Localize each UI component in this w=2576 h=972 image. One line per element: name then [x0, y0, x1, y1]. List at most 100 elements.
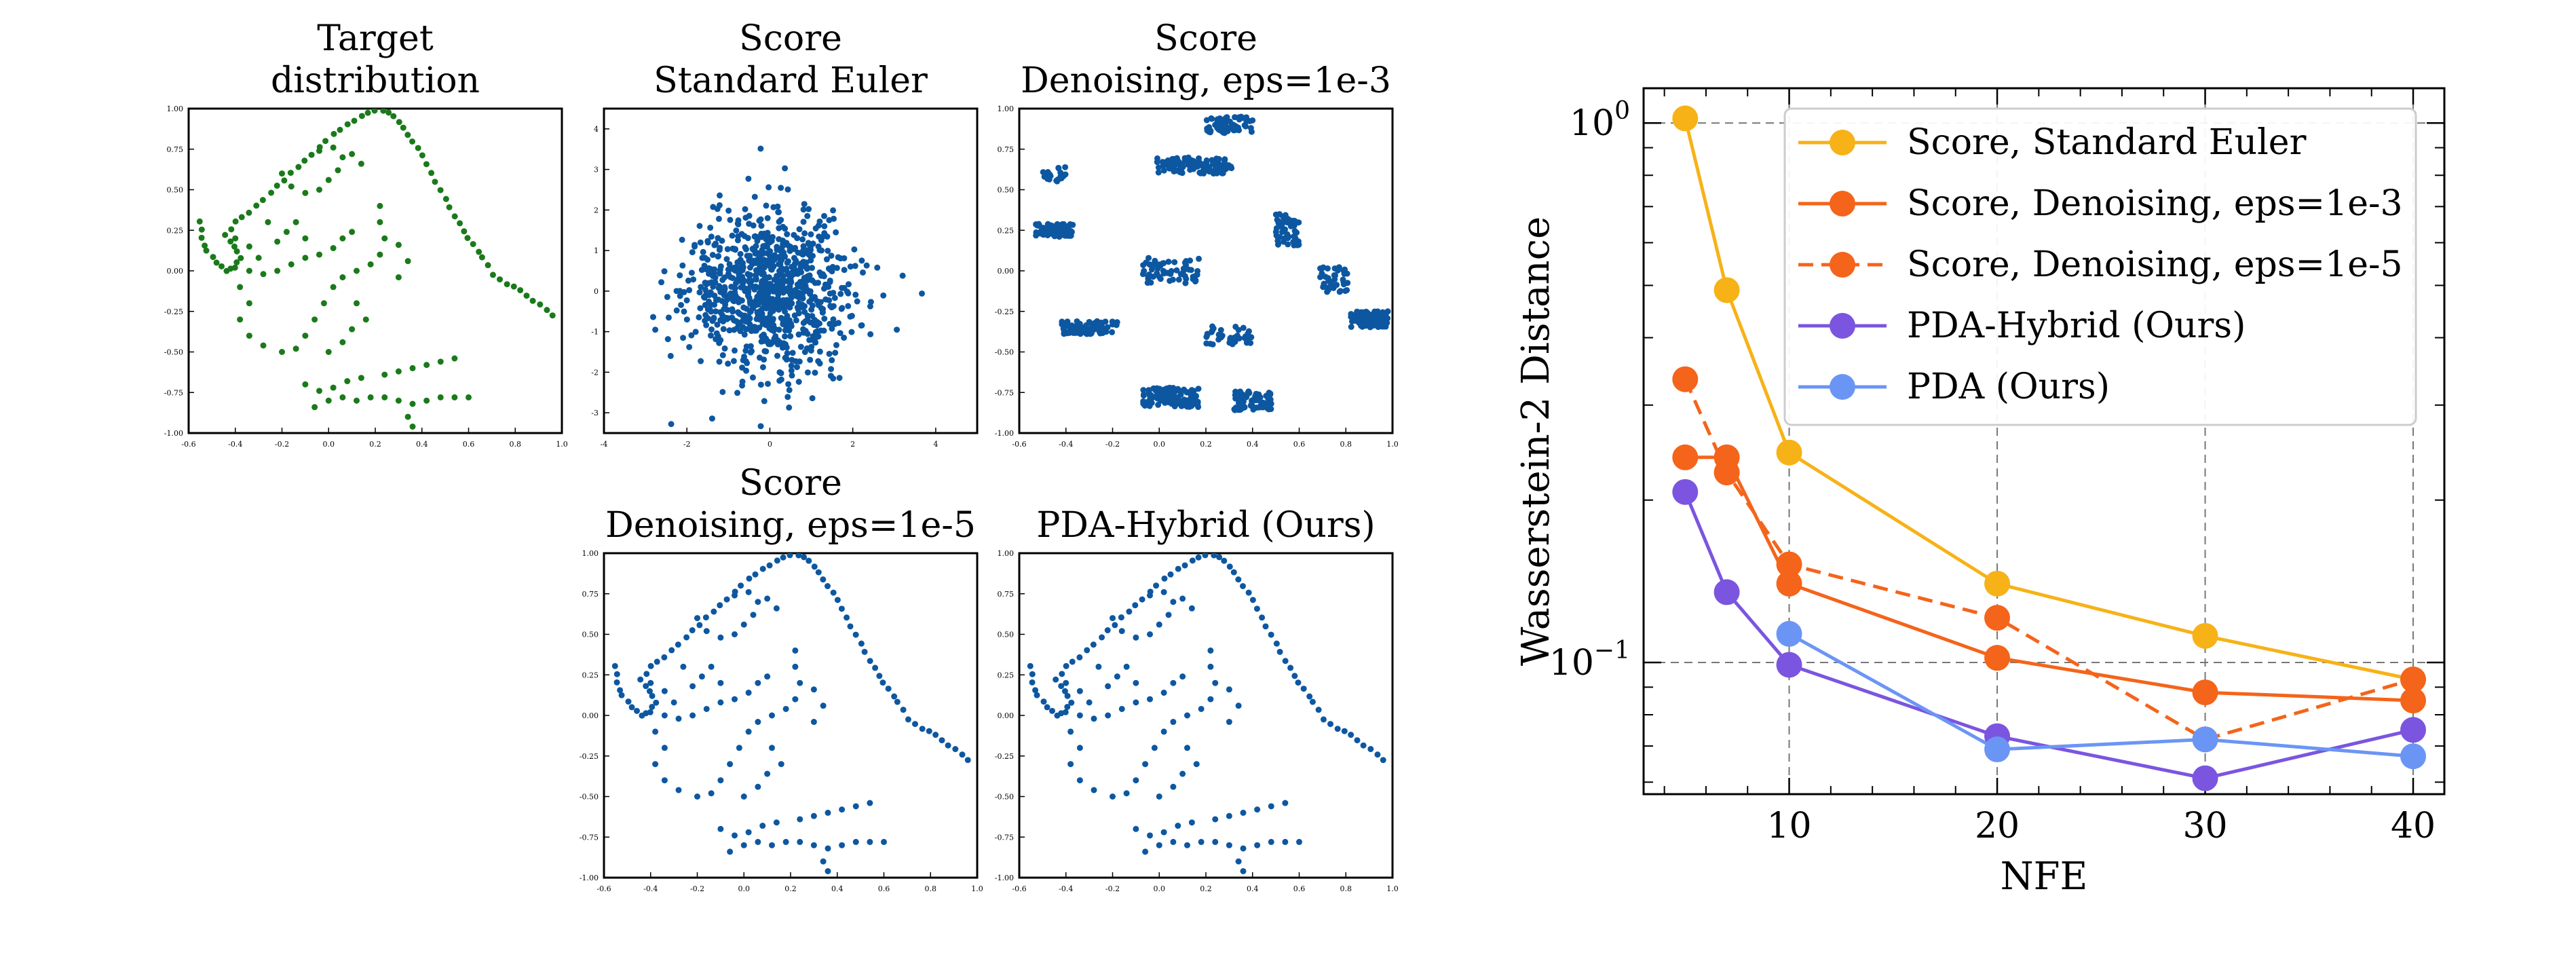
scatter-point [1218, 128, 1225, 134]
scatter-point [809, 277, 816, 284]
scatter-point [1188, 267, 1194, 274]
scatter-points [1027, 553, 1386, 874]
scatter-point [876, 673, 883, 679]
scatter-point [758, 230, 765, 237]
scatter-point [776, 236, 782, 242]
data-point [2192, 622, 2218, 649]
scatter-point [919, 726, 926, 732]
scatter-point [801, 349, 808, 356]
scatter-point [720, 326, 727, 333]
scatter-point [1363, 314, 1369, 320]
scatter-point [1342, 266, 1348, 273]
scatter-point [1076, 654, 1083, 660]
scatter-point [1230, 569, 1237, 576]
scatter-point [879, 679, 886, 686]
scatter-point [218, 263, 225, 269]
scatter-point [260, 342, 267, 349]
scatter-point [757, 257, 763, 263]
scatter-point [613, 679, 620, 686]
scatter-point [1157, 276, 1164, 282]
scatter-point [797, 679, 803, 686]
y-tick-label: 1.00 [167, 105, 184, 113]
scatter-point [765, 257, 772, 263]
scatter-point [769, 745, 775, 751]
scatter-point [464, 235, 471, 242]
scatter-point [801, 230, 808, 237]
scatter-point [451, 394, 458, 400]
scatter-point [1133, 679, 1139, 686]
scatter-point [283, 229, 290, 236]
scatter-point [1169, 157, 1175, 164]
scatter-point [497, 276, 504, 283]
scatter-point [466, 394, 472, 400]
scatter-point [680, 335, 687, 341]
scatter-point [764, 595, 771, 602]
scatter-point [664, 293, 670, 300]
scatter-point [717, 699, 724, 706]
scatter-point [1054, 221, 1061, 227]
y-tick-label: -1.00 [995, 429, 1014, 438]
scatter-point [1194, 272, 1200, 278]
scatter-point [732, 592, 738, 599]
scatter-point [844, 614, 850, 621]
scatter-point [1321, 280, 1327, 287]
scatter-point [778, 217, 784, 223]
y-tick-label: -0.50 [164, 348, 183, 357]
scatter-point [1150, 274, 1156, 280]
scatter-point [845, 290, 852, 297]
scatter-point [795, 294, 802, 301]
scatter-point [1061, 688, 1068, 694]
scatter-point [793, 358, 799, 364]
scatter-point [759, 565, 766, 572]
scatter-point [739, 378, 746, 385]
legend-label: Score, Standard Euler [1907, 122, 2307, 163]
scatter-point [1160, 167, 1167, 174]
scatter-point [807, 319, 814, 326]
scatter-point [1176, 400, 1183, 407]
scatter-point [1207, 128, 1214, 134]
scatter-point [1061, 232, 1067, 239]
scatter-point [759, 305, 766, 312]
scatter-point [746, 221, 753, 227]
legend-item: PDA (Ours) [1798, 367, 2110, 407]
scatter-point [696, 289, 703, 296]
scatter-point [1240, 845, 1247, 852]
scatter-point [1360, 742, 1367, 749]
scatter-point [222, 231, 229, 238]
scatter-point [912, 721, 919, 728]
scatter-point [1184, 745, 1190, 751]
scatter-point [745, 829, 752, 836]
x-tick-label: 10 [1766, 806, 1811, 846]
scatter-point [797, 838, 803, 845]
data-point [1984, 645, 2011, 671]
scatter-point [1064, 703, 1071, 710]
scatter-point [1046, 171, 1053, 178]
scatter-point [729, 275, 736, 282]
scatter-point [246, 243, 252, 250]
scatter-point [1324, 265, 1331, 272]
scatter-point [381, 371, 388, 378]
scatter-point [203, 247, 210, 254]
scatter-point [1058, 683, 1065, 690]
scatter-point [810, 812, 817, 819]
scatter-point [746, 277, 753, 284]
x-tick-label: 0.6 [1293, 440, 1306, 449]
scatter-point [1123, 663, 1130, 670]
scatter-point [791, 261, 798, 267]
scatter-point [825, 247, 831, 254]
scatter-point [1374, 751, 1381, 758]
scatter-point [801, 201, 808, 208]
scatter-point [409, 138, 415, 145]
scatter-point [288, 261, 295, 267]
scatter-point [746, 253, 753, 259]
panel-title: Standard Euler [654, 60, 928, 101]
scatter-point [1040, 227, 1047, 233]
scatter-point [1194, 163, 1200, 170]
scatter-point [652, 728, 659, 735]
scatter-point [1212, 816, 1219, 823]
scatter-point [795, 331, 802, 338]
scatter-point [725, 266, 732, 273]
scatter-point [302, 235, 309, 242]
scatter-point [806, 206, 812, 212]
